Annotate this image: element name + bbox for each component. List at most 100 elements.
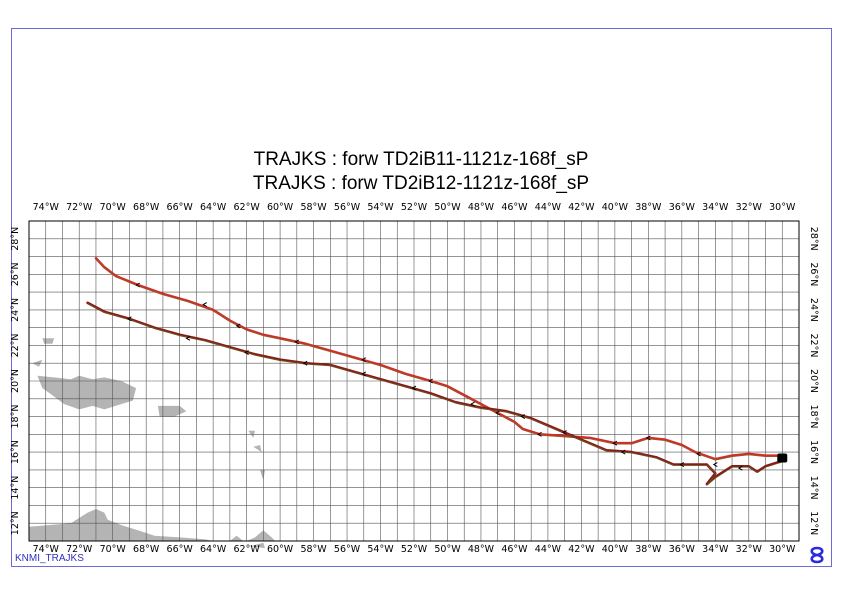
- lon-label-bottom: 34°W: [702, 544, 729, 555]
- lon-label-bottom: 56°W: [334, 544, 361, 555]
- lon-label-top: 58°W: [300, 202, 327, 213]
- lon-label-bottom: 68°W: [133, 544, 160, 555]
- time-marker: [185, 335, 191, 341]
- lon-label-bottom: 58°W: [300, 544, 327, 555]
- time-marker: [294, 339, 300, 345]
- footer-label: KNMI_TRAJKS: [15, 553, 84, 564]
- title-line-2: TRAJKS : forw TD2iB12-1121z-168f_sP: [252, 173, 590, 194]
- lon-label-top: 32°W: [736, 202, 763, 213]
- lon-label-top: 70°W: [100, 202, 127, 213]
- time-marker: [562, 430, 567, 435]
- lon-label-bottom: 30°W: [769, 544, 796, 555]
- lon-label-bottom: 52°W: [401, 544, 428, 555]
- lon-label-bottom: 46°W: [501, 544, 528, 555]
- land-polygon: [229, 535, 244, 541]
- land-polygon: [260, 469, 265, 481]
- land-polygon: [250, 542, 265, 549]
- lon-label-top: 30°W: [769, 202, 796, 213]
- lon-label-top: 72°W: [66, 202, 93, 213]
- title-line-1: TRAJKS : forw TD2iB11-1121z-168f_sP: [253, 149, 589, 170]
- lon-label-top: 36°W: [669, 202, 696, 213]
- axis-label-layer: 74°W 74°W 72°W 72°W 70°W 70°W 68°W 68°W 66°W 66°W…: [10, 202, 819, 555]
- lon-label-bottom: 72°W: [66, 544, 93, 555]
- lat-label-left: 26°N: [10, 262, 21, 286]
- lon-label-bottom: 50°W: [434, 544, 461, 555]
- time-marker: [126, 316, 132, 322]
- lon-label-top: 34°W: [702, 202, 729, 213]
- trajectory-layer: [86, 257, 784, 486]
- time-marker: [244, 350, 249, 355]
- lon-label-top: 66°W: [167, 202, 194, 213]
- lon-label-top: 46°W: [501, 202, 528, 213]
- ensemble-member-line: [88, 303, 784, 486]
- lon-label-bottom: 70°W: [100, 544, 127, 555]
- lat-label-right: 16°N: [808, 440, 819, 464]
- time-marker: [361, 371, 367, 377]
- lon-label-bottom: 36°W: [669, 544, 696, 555]
- lat-label-right: 26°N: [808, 262, 819, 286]
- lat-label-left: 28°N: [10, 227, 21, 251]
- time-marker: [361, 357, 367, 363]
- time-marker: [537, 431, 542, 437]
- lon-label-top: 42°W: [568, 202, 595, 213]
- time-marker: [235, 323, 241, 329]
- lon-label-top: 54°W: [367, 202, 394, 213]
- lon-label-bottom: 74°W: [33, 544, 60, 555]
- lat-label-left: 24°N: [10, 298, 21, 322]
- lon-label-top: 64°W: [200, 202, 227, 213]
- lon-label-top: 62°W: [233, 202, 260, 213]
- lat-label-left: 22°N: [10, 333, 21, 357]
- time-marker: [712, 462, 718, 467]
- lon-label-bottom: 42°W: [568, 544, 595, 555]
- time-marker: [302, 360, 308, 366]
- land-polygon: [246, 530, 276, 541]
- time-marker-layer: [126, 282, 788, 471]
- land-layer: [29, 338, 276, 549]
- lon-label-bottom: 44°W: [535, 544, 562, 555]
- time-marker: [679, 462, 685, 467]
- lon-label-top: 60°W: [267, 202, 294, 213]
- lon-label-bottom: 38°W: [635, 544, 662, 555]
- ensemble-member-line: [96, 258, 783, 461]
- time-marker: [737, 465, 743, 471]
- time-marker: [411, 385, 417, 391]
- time-marker: [470, 401, 475, 407]
- lat-label-left: 14°N: [10, 476, 21, 500]
- lon-label-top: 48°W: [468, 202, 495, 213]
- lon-label-top: 50°W: [434, 202, 461, 213]
- lat-label-left: 16°N: [10, 440, 21, 464]
- trajectory-TD2iB11: [94, 257, 784, 461]
- map-border: [28, 220, 800, 542]
- lon-label-top: 38°W: [635, 202, 662, 213]
- time-marker: [202, 302, 208, 307]
- time-marker: [645, 435, 651, 441]
- lon-label-top: 68°W: [133, 202, 160, 213]
- time-marker: [696, 451, 701, 457]
- lat-label-left: 12°N: [10, 511, 21, 535]
- time-marker: [495, 410, 500, 416]
- lat-label-left: 20°N: [10, 369, 21, 393]
- plot-frame: [11, 28, 832, 567]
- lat-label-right: 12°N: [808, 511, 819, 535]
- lon-label-bottom: 62°W: [233, 544, 260, 555]
- lon-label-bottom: 66°W: [167, 544, 194, 555]
- land-polygon: [29, 509, 214, 541]
- lat-label-right: 28°N: [808, 227, 819, 251]
- lat-lon-grid: [28, 220, 800, 542]
- lon-label-top: 56°W: [334, 202, 361, 213]
- land-polygon: [157, 405, 187, 417]
- lon-label-top: 52°W: [401, 202, 428, 213]
- time-marker: [520, 414, 526, 419]
- lon-label-top: 44°W: [535, 202, 562, 213]
- lon-label-top: 40°W: [602, 202, 629, 213]
- time-marker: [612, 440, 618, 446]
- land-polygon: [42, 338, 55, 344]
- trajectory-end-point: [777, 453, 788, 463]
- lat-label-right: 14°N: [808, 476, 819, 500]
- lat-label-left: 18°N: [10, 405, 21, 429]
- lat-label-right: 22°N: [808, 333, 819, 357]
- lat-label-right: 18°N: [808, 405, 819, 429]
- lon-label-top: 74°W: [33, 202, 60, 213]
- trajectory-TD2iB12: [86, 301, 784, 486]
